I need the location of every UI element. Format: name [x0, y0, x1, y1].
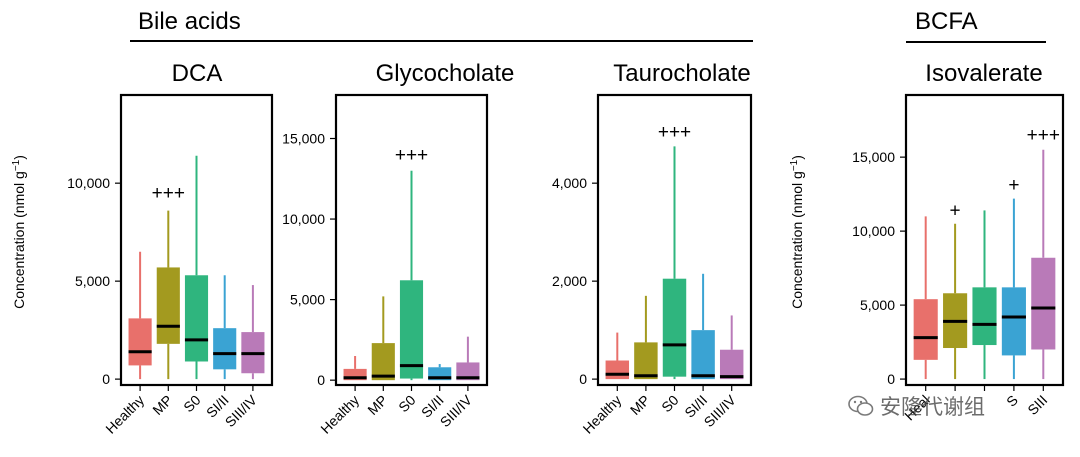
glycocholate-x-tick-label-healthy: Healthy [317, 392, 362, 437]
glycocholate-x-tick-label-s0: S0 [395, 392, 419, 416]
isovalerate-y-tick-label: 10,000 [852, 223, 895, 239]
glycocholate-annotation-s0: +++ [395, 145, 428, 166]
glycocholate-box-mp [371, 343, 395, 381]
taurocholate-box-si-ii [691, 330, 715, 380]
taurocholate-y-tick-label: 0 [579, 371, 587, 387]
taurocholate-y-tick-label: 2,000 [552, 273, 587, 289]
isovalerate-y-axis-label: Concentration (nmol g−1) [789, 155, 806, 309]
glycocholate-y-tick-label: 15,000 [282, 131, 325, 147]
taurocholate-x-tick-label-siii-iv: SIII/IV [701, 391, 740, 430]
isovalerate-title: Isovalerate [925, 60, 1042, 87]
wechat-icon [848, 395, 874, 416]
glycocholate-box-healthy [343, 368, 367, 381]
glycocholate-x-tick-label-mp: MP [364, 392, 390, 418]
taurocholate-x-tick-label-s0: S0 [658, 392, 682, 416]
dca-box-healthy [128, 318, 152, 366]
glycocholate-frame [334, 93, 489, 387]
taurocholate-frame [596, 93, 753, 387]
dca-box-si-ii [213, 328, 237, 370]
group-title-bile-acids: Bile acids [138, 8, 241, 35]
glycocholate-y-tick-label: 5,000 [290, 292, 325, 308]
glycocholate-box-s0 [399, 280, 424, 379]
watermark: 安隆代谢组 [848, 391, 985, 421]
isovalerate-y-tick-label: 5,000 [860, 297, 895, 313]
dca-title: DCA [172, 60, 223, 87]
dca-frame [119, 93, 274, 387]
taurocholate-title: Taurocholate [613, 60, 750, 87]
isovalerate-box-healthy [913, 299, 938, 360]
taurocholate-y-tick-label: 4,000 [552, 175, 587, 191]
dca-box-mp [156, 267, 180, 344]
dca-x-tick-label-s0: S0 [180, 392, 204, 416]
dca-y-tick-label: 0 [102, 371, 110, 387]
isovalerate-annotation-mp: + [950, 200, 961, 221]
dca-x-tick-label-siii-iv: SIII/IV [222, 391, 261, 430]
glycocholate-y-tick-label: 0 [317, 372, 325, 388]
isovalerate-x-tick-label-siii-iv: SIII [1024, 392, 1050, 418]
isovalerate-frame [904, 93, 1065, 387]
dca-annotation-mp: +++ [152, 183, 185, 204]
group-title-bcfa: BCFA [915, 8, 978, 35]
isovalerate-annotation-si-ii: + [1008, 175, 1019, 196]
taurocholate-box-healthy [605, 360, 630, 380]
dca-y-tick-label: 10,000 [67, 175, 110, 191]
dca-box-s0 [184, 275, 209, 362]
dca-y-tick-label: 5,000 [75, 273, 110, 289]
taurocholate-box-siii-iv [719, 349, 744, 380]
isovalerate-box-siii-iv [1031, 257, 1056, 350]
isovalerate-y-tick-label: 0 [887, 371, 895, 387]
dca-y-axis-label: Concentration (nmol g−1) [11, 155, 28, 309]
watermark-text: 安隆代谢组 [880, 395, 985, 419]
isovalerate-y-tick-label: 15,000 [852, 149, 895, 165]
dca-x-tick-label-mp: MP [149, 392, 175, 418]
taurocholate-x-tick-label-mp: MP [627, 392, 653, 418]
taurocholate-annotation-s0: +++ [658, 122, 691, 143]
glycocholate-x-tick-label-siii-iv: SIII/IV [437, 391, 476, 430]
taurocholate-x-tick-label-healthy: Healthy [580, 392, 625, 437]
dca-x-tick-label-healthy: Healthy [102, 392, 147, 437]
glycocholate-y-tick-label: 10,000 [282, 211, 325, 227]
taurocholate-box-s0 [662, 278, 687, 377]
taurocholate-box-mp [634, 342, 658, 380]
glycocholate-title: Glycocholate [376, 60, 515, 87]
isovalerate-x-tick-label-si-ii: S [1003, 392, 1021, 410]
isovalerate-box-s0 [972, 287, 997, 346]
glycocholate-box-siii-iv [456, 362, 480, 381]
isovalerate-annotation-siii-iv: +++ [1027, 125, 1060, 146]
isovalerate-box-si-ii [1001, 287, 1026, 356]
